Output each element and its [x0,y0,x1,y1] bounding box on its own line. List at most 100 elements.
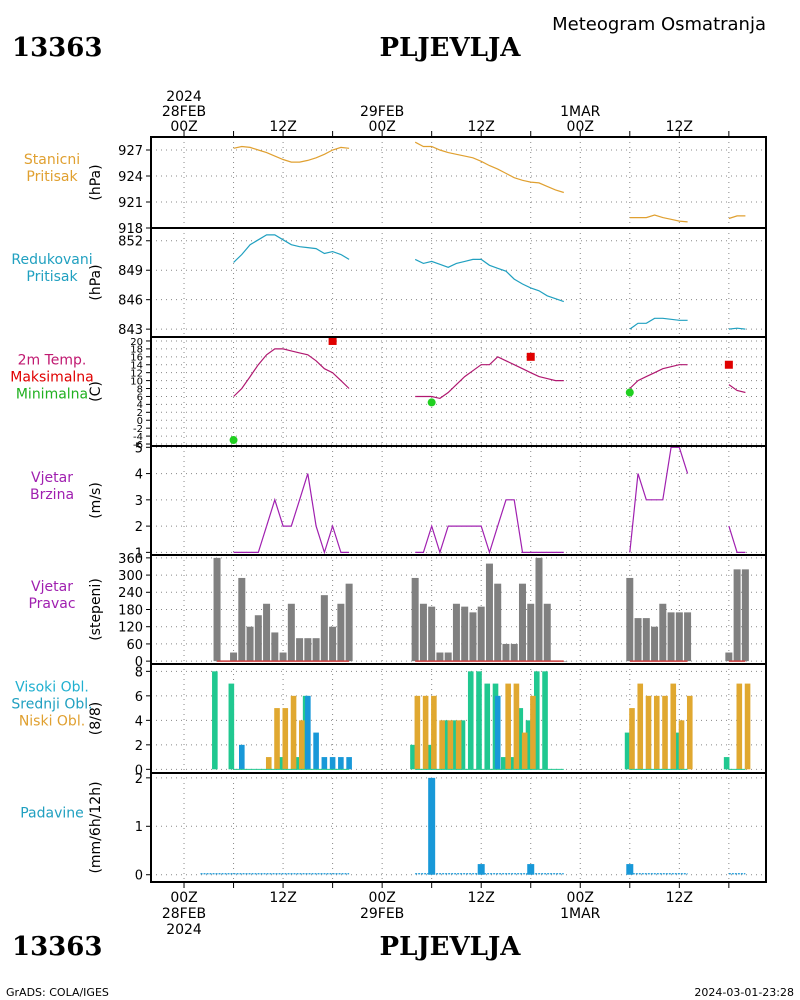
wind-direction-bar [518,583,526,662]
top-time-label: 12Z [467,119,494,135]
wind-direction-bar [469,612,477,662]
series-line [415,356,564,400]
y-tick-label: 918 [118,222,143,237]
cloud-bar [346,757,352,770]
y-tick-label: 4 [135,468,143,483]
y-tick-label: 6 [137,392,143,403]
panel-label: Padavine [20,806,84,822]
series-line [415,499,564,555]
wind-direction-bar [477,606,485,662]
top-time-label: 1MAR [560,104,601,120]
data-area [212,671,751,770]
y-tick-label: 60 [126,638,143,653]
panel-label: Niski Obl. [19,714,85,730]
wind-direction-bar [452,603,460,662]
cloud-bar [298,720,305,770]
wind-direction-bar [254,615,262,662]
y-axis-label: (C) [88,381,104,402]
series-line [414,141,564,194]
y-tick-label: 20 [130,337,143,348]
cloud-bar [459,720,466,770]
bottom-time-label: 00Z [368,890,395,906]
y-tick-label: 14 [130,361,143,372]
top-time-label: 28FEB [162,104,206,120]
panel-label: Pravac [28,596,75,612]
cloud-bar [645,695,652,770]
cloud-bar [451,720,458,770]
wind-direction-bar [494,583,502,662]
panel-label: Visoki Obl. [15,680,89,696]
panel-label: Redukovani [11,252,92,268]
max-temp-marker [526,352,535,361]
wind-direction-bar [651,626,659,662]
y-tick-label: -6 [133,440,143,451]
cloud-bar [426,744,433,770]
cloud-bar [629,708,635,770]
bottom-time-label: 28FEB [162,906,206,922]
cloud-bar [290,695,297,770]
panel-frame [150,336,767,447]
wind-direction-bar [461,606,469,662]
cloud-bar [624,732,631,770]
cloud-bar [467,671,474,770]
wind-direction-bar [510,643,518,662]
cloud-bar [431,695,437,770]
cloud-bar [542,671,548,770]
series-line [233,234,350,263]
min-temp-marker [229,436,238,445]
cloud-bar [723,757,730,770]
wind-direction-bar [436,652,444,662]
y-tick-label: 4 [137,400,143,411]
panel-cloud_cover: 8 6 4 2 0 Visoki Obl.Srednji Obl.Niski Obl. (8… [11,663,767,778]
series-line [414,258,564,303]
wind-direction-bar [725,652,733,662]
cloud-bar [228,683,235,770]
station-name-bottom: PLJEVLJA [380,932,522,962]
wind-direction-bar [642,618,650,662]
y-tick-label: 180 [118,603,143,618]
wind-direction-bar [345,583,353,662]
y-axis-label: (m/s) [88,482,104,519]
wind-direction-bar [419,603,427,662]
cloud-bar [265,757,272,770]
top-time-label: 00Z [368,119,395,135]
panel-frame [150,772,767,883]
wind-direction-bar [279,652,287,662]
cloud-bar [422,695,429,770]
series-line [629,214,688,223]
cloud-bar [513,683,520,770]
cloud-bar [455,720,462,770]
cloud-bar [305,695,311,770]
cloud-bar [476,671,482,770]
panel-frame [150,136,767,229]
y-tick-label: 1 [135,546,143,561]
station-name-top: PLJEVLJA [380,33,522,63]
data-area [213,557,749,662]
y-tick-label: 849 [118,264,143,279]
panel-label: Srednji Obl. [11,697,92,713]
panel-label: Stanicni [24,152,80,168]
wind-direction-bar [411,577,419,662]
series-line [629,364,688,389]
min-temp-marker [625,388,634,397]
credit-text: GrADS: COLA/IGES [6,986,109,999]
series-line [233,348,350,397]
wind-direction-bar [320,595,328,662]
cloud-bar [678,720,685,770]
cloud-bar [533,671,540,770]
y-tick-label: 0 [137,416,143,427]
bottom-time-label: 12Z [467,890,494,906]
panel-label: Vjetar [31,470,73,486]
cloud-bar [321,757,328,770]
top-time-label: 2024 [166,89,202,105]
panel-label: Pritisak [26,169,78,185]
meteogram-title: Meteogram Osmatranja [552,14,766,35]
wind-direction-bar [741,569,749,662]
y-tick-label: 8 [135,665,143,680]
cloud-bar [509,757,515,770]
wind-direction-bar [329,626,337,662]
y-axis-label: (8/8) [88,702,104,735]
